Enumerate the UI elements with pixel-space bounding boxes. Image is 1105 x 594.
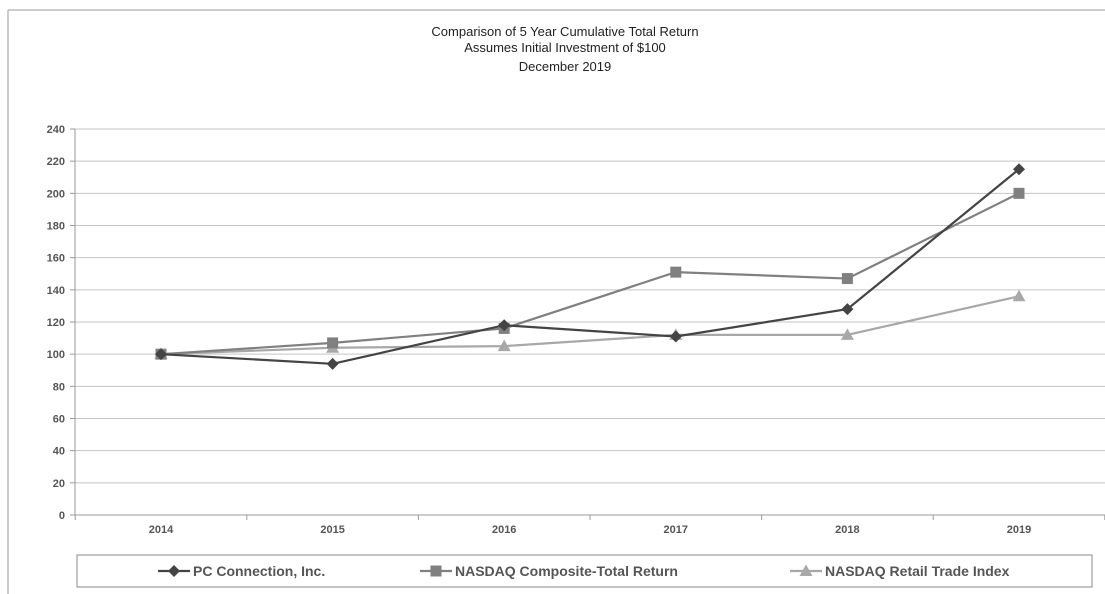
series	[154, 163, 1026, 370]
series-0-point-2017	[669, 330, 682, 343]
y-tick-label-20: 20	[53, 478, 65, 490]
x-tick-labels: 2014 2015 2016 2017 2018 2019	[149, 524, 1031, 536]
series-2-line	[160, 295, 1020, 356]
chart-title-line-3: December 2019	[519, 59, 612, 74]
x-tick-label-2017: 2017	[664, 524, 688, 536]
series-2-point-2018	[840, 328, 854, 340]
series-1-point-2018	[841, 273, 853, 285]
y-tick-label-60: 60	[53, 414, 65, 426]
chart-title-line-2: Assumes Initial Investment of $100	[464, 40, 666, 55]
series-0-point-2016	[498, 319, 511, 332]
series-0	[155, 163, 1025, 370]
y-tick-label-120: 120	[47, 317, 65, 329]
x-tick-label-2016: 2016	[492, 524, 516, 536]
legend-item-1: NASDAQ Composite-Total Return	[420, 563, 678, 579]
legend-marker-1	[430, 565, 442, 577]
legend-marker-2	[799, 564, 813, 576]
axes	[70, 128, 1105, 520]
series-0-point-2019	[1013, 163, 1025, 176]
y-tick-label-140: 140	[47, 285, 65, 297]
series-0-line	[160, 168, 1020, 365]
series-0-point-2015	[326, 357, 339, 370]
y-tick-label-80: 80	[53, 381, 65, 393]
series-1-point-2019	[1013, 187, 1025, 199]
y-tick-label-220: 220	[47, 156, 65, 168]
series-1-point-2017	[670, 266, 682, 278]
x-tick-label-2019: 2019	[1007, 524, 1031, 536]
legend-box	[76, 554, 1093, 588]
series-2-point-2019	[1012, 289, 1026, 302]
y-tick-label-240: 240	[47, 124, 65, 136]
series-0-point-2014	[155, 348, 167, 361]
y-tick-labels: 0 20 40 60 80 100 120 140 160 180 200 220 240	[47, 124, 65, 522]
legend-item-0: PC Connection, Inc.	[158, 563, 325, 579]
legend-label-0: PC Connection, Inc.	[193, 563, 325, 579]
legend-marker-0	[168, 565, 180, 577]
series-1	[155, 187, 1025, 360]
x-tick-label-2015: 2015	[320, 524, 344, 536]
series-1-point-2015	[327, 337, 339, 349]
y-tick-label-160: 160	[47, 253, 65, 265]
x-tick-label-2018: 2018	[835, 524, 859, 536]
y-tick-label-0: 0	[59, 510, 65, 522]
legend-item-2: NASDAQ Retail Trade Index	[790, 563, 1010, 579]
y-tick-label-100: 100	[47, 349, 65, 361]
series-1-line	[160, 192, 1020, 356]
y-tick-label-40: 40	[53, 446, 65, 458]
y-tick-label-200: 200	[47, 188, 65, 200]
legend-label-2: NASDAQ Retail Trade Index	[825, 563, 1010, 579]
series-0-point-2018	[841, 303, 854, 316]
gridlines	[75, 128, 1105, 484]
legend-label-1: NASDAQ Composite-Total Return	[455, 563, 678, 579]
x-tick-label-2014: 2014	[149, 524, 174, 536]
series-2-point-2016	[497, 339, 511, 352]
chart-title-line-1: Comparison of 5 Year Cumulative Total Re…	[431, 24, 698, 39]
y-tick-label-180: 180	[47, 221, 65, 233]
legend: PC Connection, Inc. NASDAQ Composite-Tota…	[158, 563, 1010, 579]
